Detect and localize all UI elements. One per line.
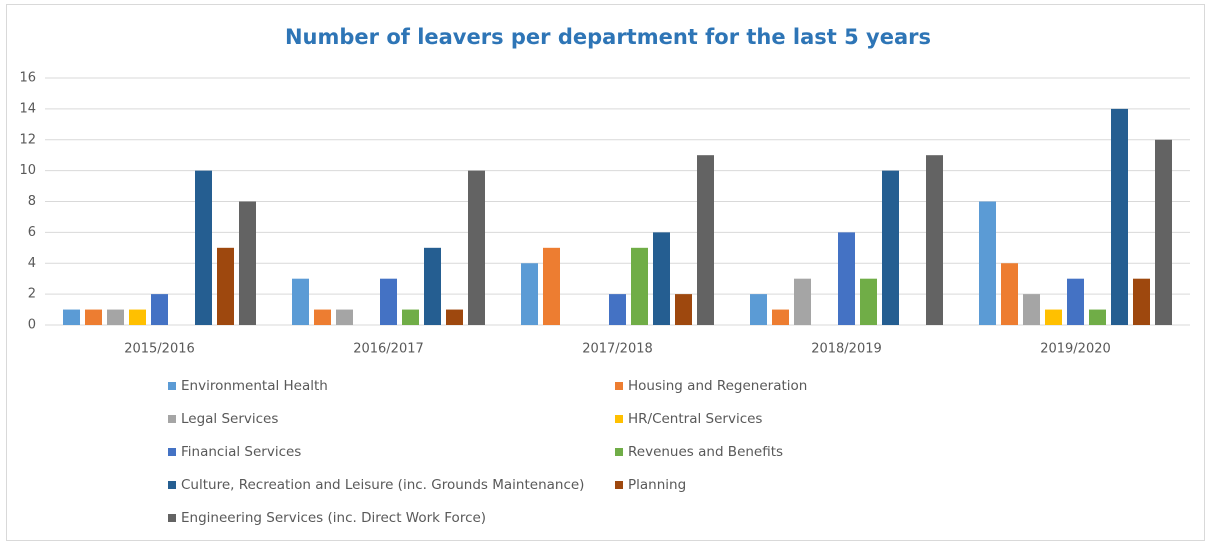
legend-swatch [615, 448, 623, 456]
bar [1045, 309, 1062, 325]
legend-swatch [168, 448, 176, 456]
bar [675, 294, 692, 325]
bar [1133, 278, 1150, 325]
legend-label: Engineering Services (inc. Direct Work F… [181, 510, 486, 526]
x-tick-label: 2019/2020 [1040, 342, 1111, 357]
bar [424, 247, 441, 325]
bar [1001, 263, 1018, 325]
y-tick-label: 4 [28, 256, 36, 271]
bar [979, 201, 996, 325]
y-tick-label: 14 [19, 101, 36, 116]
legend-swatch [615, 382, 623, 390]
y-tick-label: 6 [28, 225, 36, 240]
chart-title: Number of leavers per department for the… [285, 25, 931, 49]
bar [195, 170, 212, 325]
bar [468, 170, 485, 325]
bar [85, 309, 102, 325]
bar [1067, 278, 1084, 325]
legend-label: Revenues and Benefits [628, 444, 783, 460]
bar [446, 309, 463, 325]
bar [631, 247, 648, 325]
bar [926, 155, 943, 325]
bar [151, 294, 168, 325]
legend-label: Legal Services [181, 411, 278, 427]
y-tick-label: 16 [19, 71, 36, 86]
bar [882, 170, 899, 325]
chart-frame [6, 4, 1205, 541]
legend-swatch [615, 415, 623, 423]
bar [697, 155, 714, 325]
legend-swatch [168, 382, 176, 390]
y-tick-label: 12 [19, 132, 36, 147]
y-tick-label: 0 [28, 318, 36, 333]
bar [63, 309, 80, 325]
legend-label: HR/Central Services [628, 411, 762, 427]
bar [314, 309, 331, 325]
legend-swatch [168, 481, 176, 489]
bar [794, 278, 811, 325]
bar [521, 263, 538, 325]
bar [107, 309, 124, 325]
bar [402, 309, 419, 325]
y-tick-label: 2 [28, 287, 36, 302]
bar [292, 278, 309, 325]
bar [336, 309, 353, 325]
x-tick-label: 2017/2018 [582, 342, 653, 357]
bar [750, 294, 767, 325]
bar [860, 278, 877, 325]
legend-label: Culture, Recreation and Leisure (inc. Gr… [181, 477, 584, 493]
x-tick-label: 2016/2017 [353, 342, 424, 357]
legend-swatch [615, 481, 623, 489]
legend-swatch [168, 415, 176, 423]
bar [609, 294, 626, 325]
bar [1155, 139, 1172, 325]
legend-label: Planning [628, 477, 686, 493]
legend-label: Environmental Health [181, 378, 328, 394]
bar [838, 232, 855, 325]
x-tick-label: 2015/2016 [124, 342, 195, 357]
legend-label: Financial Services [181, 444, 301, 460]
bar [239, 201, 256, 325]
bar [543, 247, 560, 325]
x-tick-label: 2018/2019 [811, 342, 882, 357]
bar [217, 247, 234, 325]
bar [1023, 294, 1040, 325]
y-tick-label: 10 [19, 163, 36, 178]
bar [1111, 108, 1128, 325]
bar [772, 309, 789, 325]
y-tick-label: 8 [28, 194, 36, 209]
bar [129, 309, 146, 325]
bar [380, 278, 397, 325]
bar [1089, 309, 1106, 325]
legend-swatch [168, 514, 176, 522]
bar [653, 232, 670, 325]
legend-label: Housing and Regeneration [628, 378, 807, 394]
